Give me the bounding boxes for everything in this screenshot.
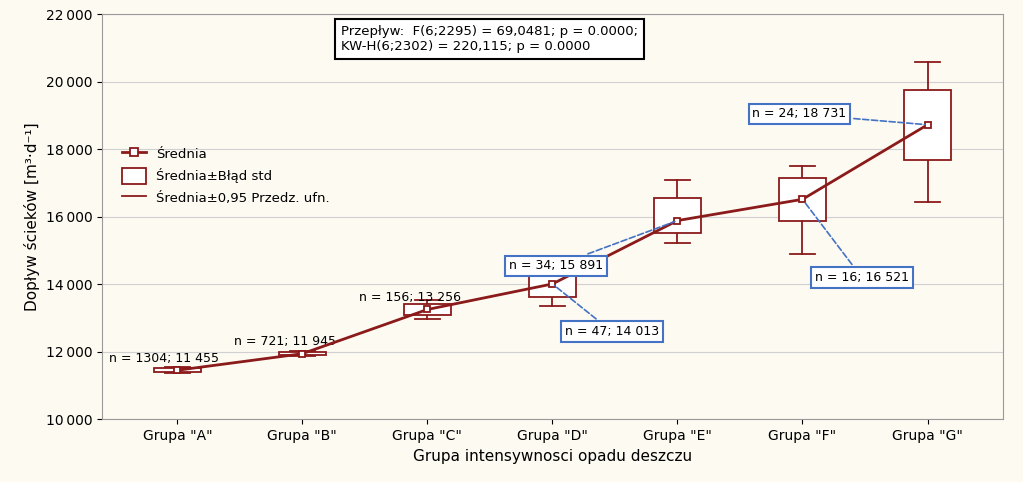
Bar <box>529 271 576 297</box>
Bar <box>903 91 951 160</box>
Bar <box>404 304 451 315</box>
Bar <box>153 368 202 373</box>
Text: n = 47; 14 013: n = 47; 14 013 <box>554 286 659 338</box>
Text: n = 1304; 11 455: n = 1304; 11 455 <box>108 352 219 365</box>
Text: n = 16; 16 521: n = 16; 16 521 <box>804 201 909 284</box>
Bar <box>278 352 326 355</box>
Text: n = 156; 13 256: n = 156; 13 256 <box>359 291 460 304</box>
Text: n = 721; 11 945: n = 721; 11 945 <box>233 335 336 348</box>
Legend: Średnia, Średnia±Błąd std, Średnia±0,95 Przedz. ufn.: Średnia, Średnia±Błąd std, Średnia±0,95 … <box>118 143 333 209</box>
Y-axis label: Dopływ ścieków [m³·d⁻¹]: Dopływ ścieków [m³·d⁻¹] <box>25 122 40 311</box>
Text: Przepływ:  F(6;2295) = 69,0481; p = 0.0000;
KW-H(6;2302) = 220,115; p = 0.0000: Przepływ: F(6;2295) = 69,0481; p = 0.000… <box>341 25 638 53</box>
X-axis label: Grupa intensywnosci opadu deszczu: Grupa intensywnosci opadu deszczu <box>413 449 692 464</box>
Text: n = 34; 15 891: n = 34; 15 891 <box>508 222 675 272</box>
Bar <box>654 198 701 233</box>
Text: n = 24; 18 731: n = 24; 18 731 <box>753 107 925 124</box>
Bar <box>779 178 827 221</box>
